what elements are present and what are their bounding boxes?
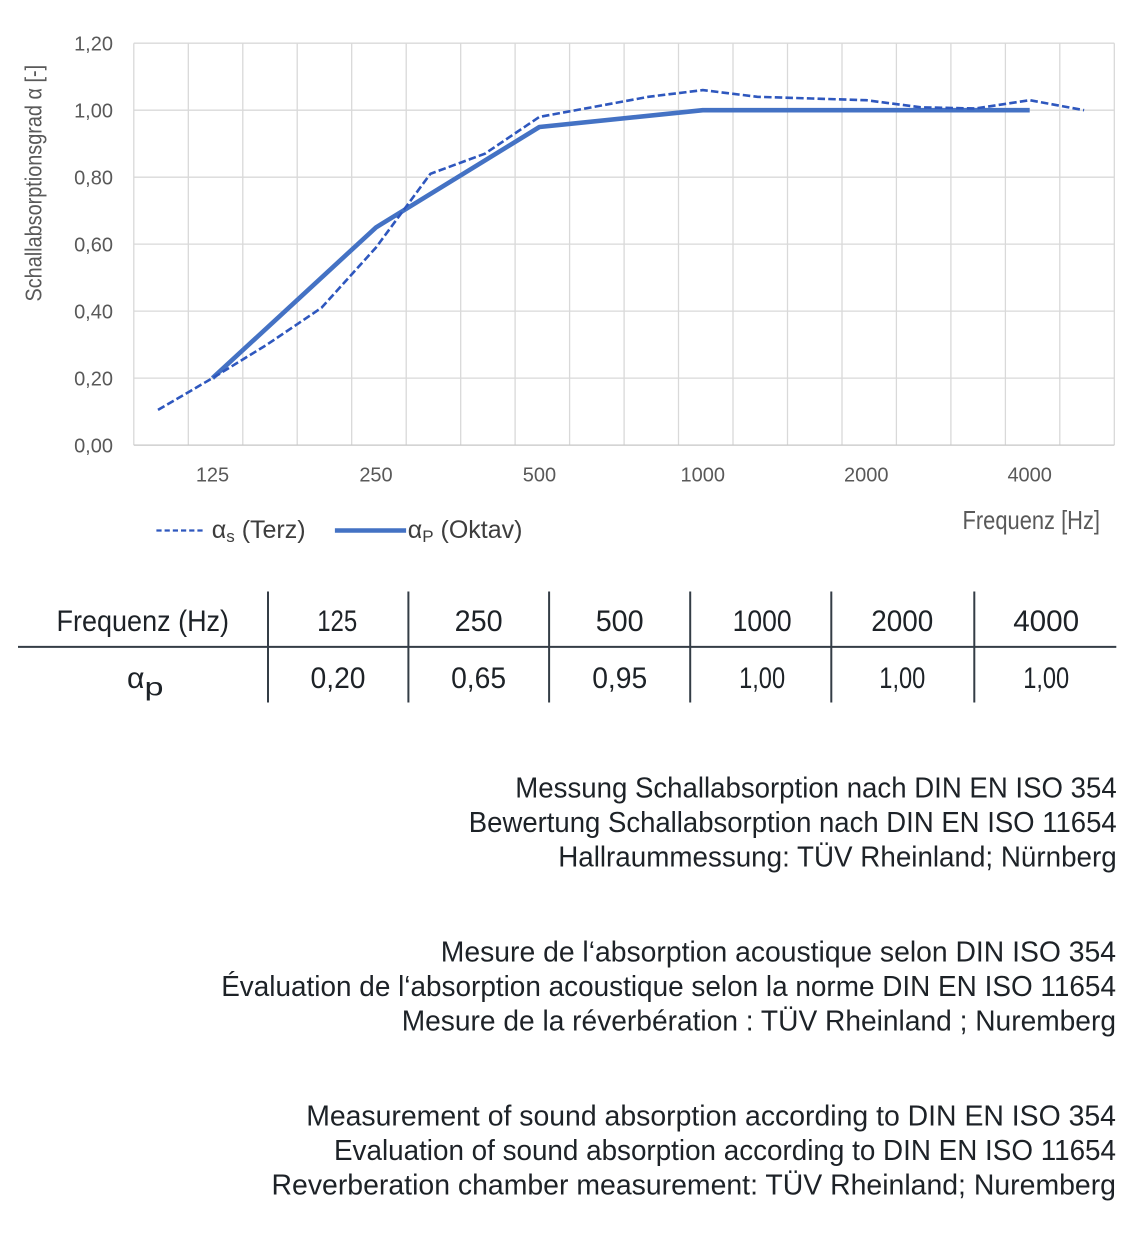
svg-text:Mesure de la réverbération : T: Mesure de la réverbération : TÜV Rheinla…: [402, 1006, 1116, 1038]
svg-text:1,00: 1,00: [879, 662, 925, 695]
svg-text:Bewertung Schallabsorption nac: Bewertung Schallabsorption nach DIN EN I…: [469, 807, 1117, 839]
svg-text:0,00: 0,00: [74, 435, 113, 457]
svg-text:500: 500: [523, 464, 556, 486]
svg-text:1,00: 1,00: [1023, 662, 1069, 695]
svg-text:Hallraummessung: TÜV Rheinland: Hallraummessung: TÜV Rheinland; Nürnberg: [558, 842, 1117, 874]
svg-text:500: 500: [596, 605, 644, 638]
svg-text:0,40: 0,40: [74, 301, 113, 323]
svg-text:1,20: 1,20: [74, 33, 113, 55]
svg-text:4000: 4000: [1007, 464, 1052, 486]
svg-text:Messung Schallabsorption nach: Messung Schallabsorption nach DIN EN ISO…: [515, 773, 1116, 805]
svg-text:0,20: 0,20: [311, 662, 366, 695]
svg-text:125: 125: [317, 605, 357, 638]
svg-text:0,60: 0,60: [74, 234, 113, 256]
svg-text:Schallabsorptionsgrad α [-]: Schallabsorptionsgrad α [-]: [21, 65, 47, 302]
svg-text:0,65: 0,65: [451, 662, 506, 695]
svg-text:Reverberation chamber measurem: Reverberation chamber measurement: TÜV R…: [272, 1169, 1117, 1201]
svg-text:250: 250: [359, 464, 392, 486]
svg-text:1,00: 1,00: [74, 100, 113, 122]
svg-text:α: α: [127, 662, 145, 695]
svg-text:1000: 1000: [733, 605, 792, 638]
svg-text:2000: 2000: [844, 464, 889, 486]
svg-text:Frequenz [Hz]: Frequenz [Hz]: [963, 505, 1101, 535]
svg-text:0,80: 0,80: [74, 167, 113, 189]
svg-text:250: 250: [455, 605, 503, 638]
svg-text:0,20: 0,20: [74, 368, 113, 390]
svg-text:p: p: [145, 674, 164, 702]
svg-text:0,95: 0,95: [592, 662, 647, 695]
svg-text:Mesure de l‘absorption acousti: Mesure de l‘absorption acoustique selon …: [441, 937, 1116, 969]
svg-text:Measurement of sound absorptio: Measurement of sound absorption accordin…: [306, 1100, 1116, 1132]
svg-text:1000: 1000: [681, 464, 726, 486]
svg-text:αs (Terz): αs (Terz): [212, 516, 306, 546]
svg-text:Évaluation de l‘absorption aco: Évaluation de l‘absorption acoustique se…: [221, 970, 1116, 1003]
svg-text:1,00: 1,00: [739, 662, 785, 695]
svg-text:4000: 4000: [1013, 605, 1079, 638]
svg-text:Evaluation of sound absorption: Evaluation of sound absorption according…: [334, 1135, 1116, 1167]
svg-text:2000: 2000: [871, 605, 933, 638]
svg-text:Frequenz (Hz): Frequenz (Hz): [57, 605, 230, 638]
svg-text:125: 125: [196, 464, 229, 486]
